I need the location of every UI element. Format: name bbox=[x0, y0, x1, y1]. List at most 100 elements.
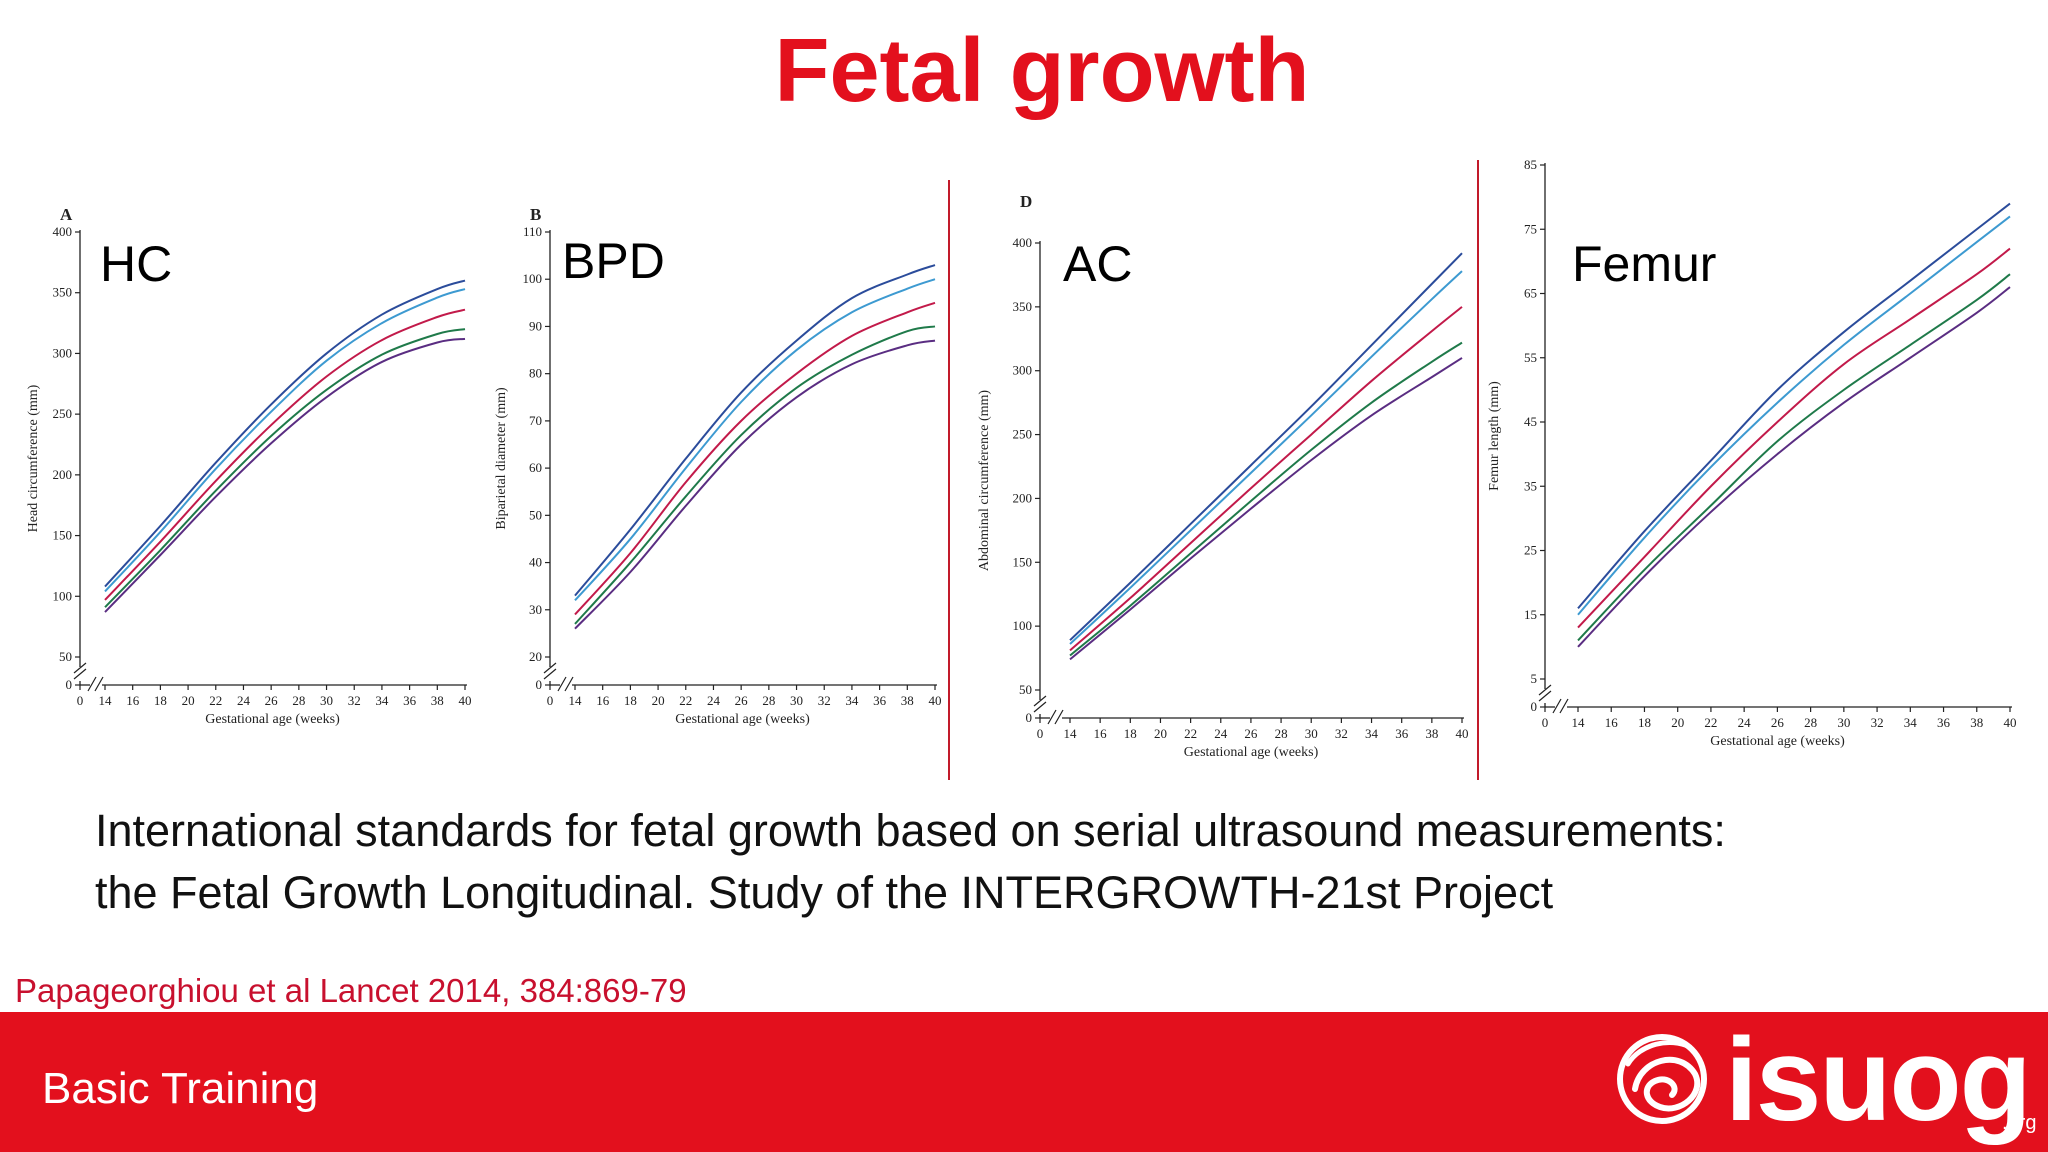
x-tick-label: 18 bbox=[154, 693, 167, 708]
y-tick-label: 40 bbox=[529, 555, 542, 570]
x-tick-label: 34 bbox=[1904, 715, 1918, 730]
x-tick-label: 20 bbox=[1154, 726, 1167, 741]
x-tick-label: 0 bbox=[1542, 715, 1549, 730]
x-tick-label: 30 bbox=[790, 693, 803, 708]
y-tick-label: 15 bbox=[1524, 607, 1537, 622]
x-tick-label: 38 bbox=[1970, 715, 1983, 730]
x-tick-label: 28 bbox=[292, 693, 305, 708]
x-tick-label: 20 bbox=[652, 693, 665, 708]
series-line bbox=[1069, 270, 1463, 645]
x-axis-break bbox=[557, 676, 574, 692]
x-tick-label: 16 bbox=[596, 693, 610, 708]
y-tick-label: 30 bbox=[529, 602, 542, 617]
femur-chart: 0 5 15 25 35 45 55 65 75 85 0 14 16 18 20 22 24 26 28 30 32 3… bbox=[1487, 157, 2017, 749]
x-axis-title: Gestational age (weeks) bbox=[205, 712, 340, 727]
x-tick-label: 20 bbox=[182, 693, 195, 708]
x-tick-label: 18 bbox=[1124, 726, 1137, 741]
y-tick-label: 200 bbox=[1013, 490, 1033, 505]
x-tick-label: 36 bbox=[1937, 715, 1951, 730]
chart-panel-femur: 0 5 15 25 35 45 55 65 75 85 0 14 16 18 20 22 24 26 28 30 32 3… bbox=[1480, 140, 2048, 790]
y-tick-label: 250 bbox=[1013, 427, 1033, 442]
hc-chart: 0 50 100 150 200 250 300 350 400 0 14 16 18 20 22 24 26 2… bbox=[26, 205, 472, 727]
x-tick-label: 18 bbox=[1638, 715, 1651, 730]
caption-line: the Fetal Growth Longitudinal. Study of … bbox=[95, 867, 1554, 918]
x-tick-label: 34 bbox=[845, 693, 859, 708]
plot-area: 0 5 15 25 35 45 55 65 75 85 0 14 16 18 20 22 24 26 28 30 32 3… bbox=[1487, 157, 2017, 749]
x-tick-label: 28 bbox=[1804, 715, 1817, 730]
series-line bbox=[104, 337, 466, 613]
x-tick-label: 24 bbox=[1214, 726, 1228, 741]
x-tick-label: 14 bbox=[569, 693, 583, 708]
x-tick-label: 22 bbox=[679, 693, 692, 708]
chart-panel-hc: 0 50 100 150 200 250 300 350 400 0 14 16 18 20 22 24 26 2… bbox=[0, 140, 472, 790]
x-tick-label: 22 bbox=[1704, 715, 1717, 730]
x-tick-label: 38 bbox=[1425, 726, 1438, 741]
y-tick-label: 60 bbox=[529, 460, 542, 475]
fetus-logo-icon bbox=[1617, 1034, 1707, 1124]
x-tick-label: 32 bbox=[818, 693, 831, 708]
series-line bbox=[1577, 202, 2011, 609]
y-axis-break bbox=[73, 662, 87, 680]
x-tick-label: 40 bbox=[929, 693, 942, 708]
y-tick-label: 110 bbox=[523, 224, 542, 239]
plot-area: 0 50 100 150 200 250 300 350 400 0 14 16 18 20 22 24 26 2… bbox=[26, 205, 472, 727]
x-tick-label: 0 bbox=[77, 693, 84, 708]
x-tick-label: 24 bbox=[707, 693, 721, 708]
y-tick-label: 50 bbox=[1019, 682, 1032, 697]
chart-panel-bpd: 0 20 30 40 50 60 70 80 90 100 110 0 14 16 18 20 22 24 26 28… bbox=[470, 140, 950, 790]
series-line bbox=[574, 339, 936, 630]
series-line bbox=[104, 279, 466, 588]
y-tick-label: 0 bbox=[1026, 710, 1033, 725]
y-tick-label: 350 bbox=[1013, 299, 1033, 314]
y-axis-title: Head circumference (mm) bbox=[26, 384, 41, 532]
caption: International standards for fetal growth… bbox=[95, 800, 1995, 924]
series-line bbox=[1577, 273, 2011, 642]
x-tick-label: 26 bbox=[735, 693, 749, 708]
series-line bbox=[1577, 286, 2011, 648]
x-tick-label: 18 bbox=[624, 693, 637, 708]
chart-label-hc: HC bbox=[100, 236, 173, 292]
y-tick-label: 50 bbox=[529, 507, 542, 522]
y-tick-label: 50 bbox=[59, 649, 72, 664]
separator-line bbox=[948, 180, 950, 780]
footer-bar: Basic Training isuog .org bbox=[0, 1012, 2048, 1152]
x-tick-label: 24 bbox=[237, 693, 251, 708]
chart-label-ac: AC bbox=[1063, 236, 1133, 292]
plot-area: 0 20 30 40 50 60 70 80 90 100 110 0 14 16 18 20 22 24 26 28… bbox=[494, 205, 942, 727]
y-axis-break bbox=[543, 662, 557, 680]
x-tick-label: 26 bbox=[1771, 715, 1785, 730]
x-tick-label: 16 bbox=[126, 693, 140, 708]
series-line bbox=[574, 278, 936, 602]
x-tick-label: 28 bbox=[762, 693, 775, 708]
bpd-chart: 0 20 30 40 50 60 70 80 90 100 110 0 14 16 18 20 22 24 26 28… bbox=[494, 205, 942, 727]
y-tick-label: 100 bbox=[523, 271, 543, 286]
series-line bbox=[1069, 252, 1463, 641]
series-line bbox=[1577, 215, 2011, 616]
y-tick-label: 350 bbox=[53, 285, 73, 300]
x-tick-label: 14 bbox=[1572, 715, 1586, 730]
x-tick-label: 30 bbox=[1837, 715, 1850, 730]
y-axis-break bbox=[1538, 684, 1552, 702]
x-axis-break bbox=[87, 676, 104, 692]
chart-label-femur: Femur bbox=[1572, 236, 1717, 292]
x-tick-label: 40 bbox=[1456, 726, 1469, 741]
series-line bbox=[104, 288, 466, 593]
x-axis-title: Gestational age (weeks) bbox=[1710, 734, 1845, 749]
y-tick-label: 5 bbox=[1531, 671, 1538, 686]
x-axis-break bbox=[1552, 698, 1569, 714]
y-tick-label: 150 bbox=[53, 528, 73, 543]
series-line bbox=[104, 308, 466, 601]
ac-chart: 0 50 100 150 200 250 300 350 400 0 14 16 18 20 22 24 26 2… bbox=[977, 192, 1469, 760]
y-tick-label: 65 bbox=[1524, 286, 1537, 301]
x-tick-label: 28 bbox=[1275, 726, 1288, 741]
series-line bbox=[1069, 357, 1463, 661]
separator-line bbox=[1477, 160, 1479, 780]
isuog-logo: isuog .org bbox=[1610, 1014, 2036, 1146]
x-tick-label: 0 bbox=[1037, 726, 1044, 741]
x-tick-label: 40 bbox=[459, 693, 472, 708]
y-tick-label: 150 bbox=[1013, 554, 1033, 569]
x-tick-label: 14 bbox=[1064, 726, 1078, 741]
y-tick-label: 400 bbox=[1013, 235, 1033, 250]
x-tick-label: 32 bbox=[1871, 715, 1884, 730]
x-tick-label: 22 bbox=[1184, 726, 1197, 741]
